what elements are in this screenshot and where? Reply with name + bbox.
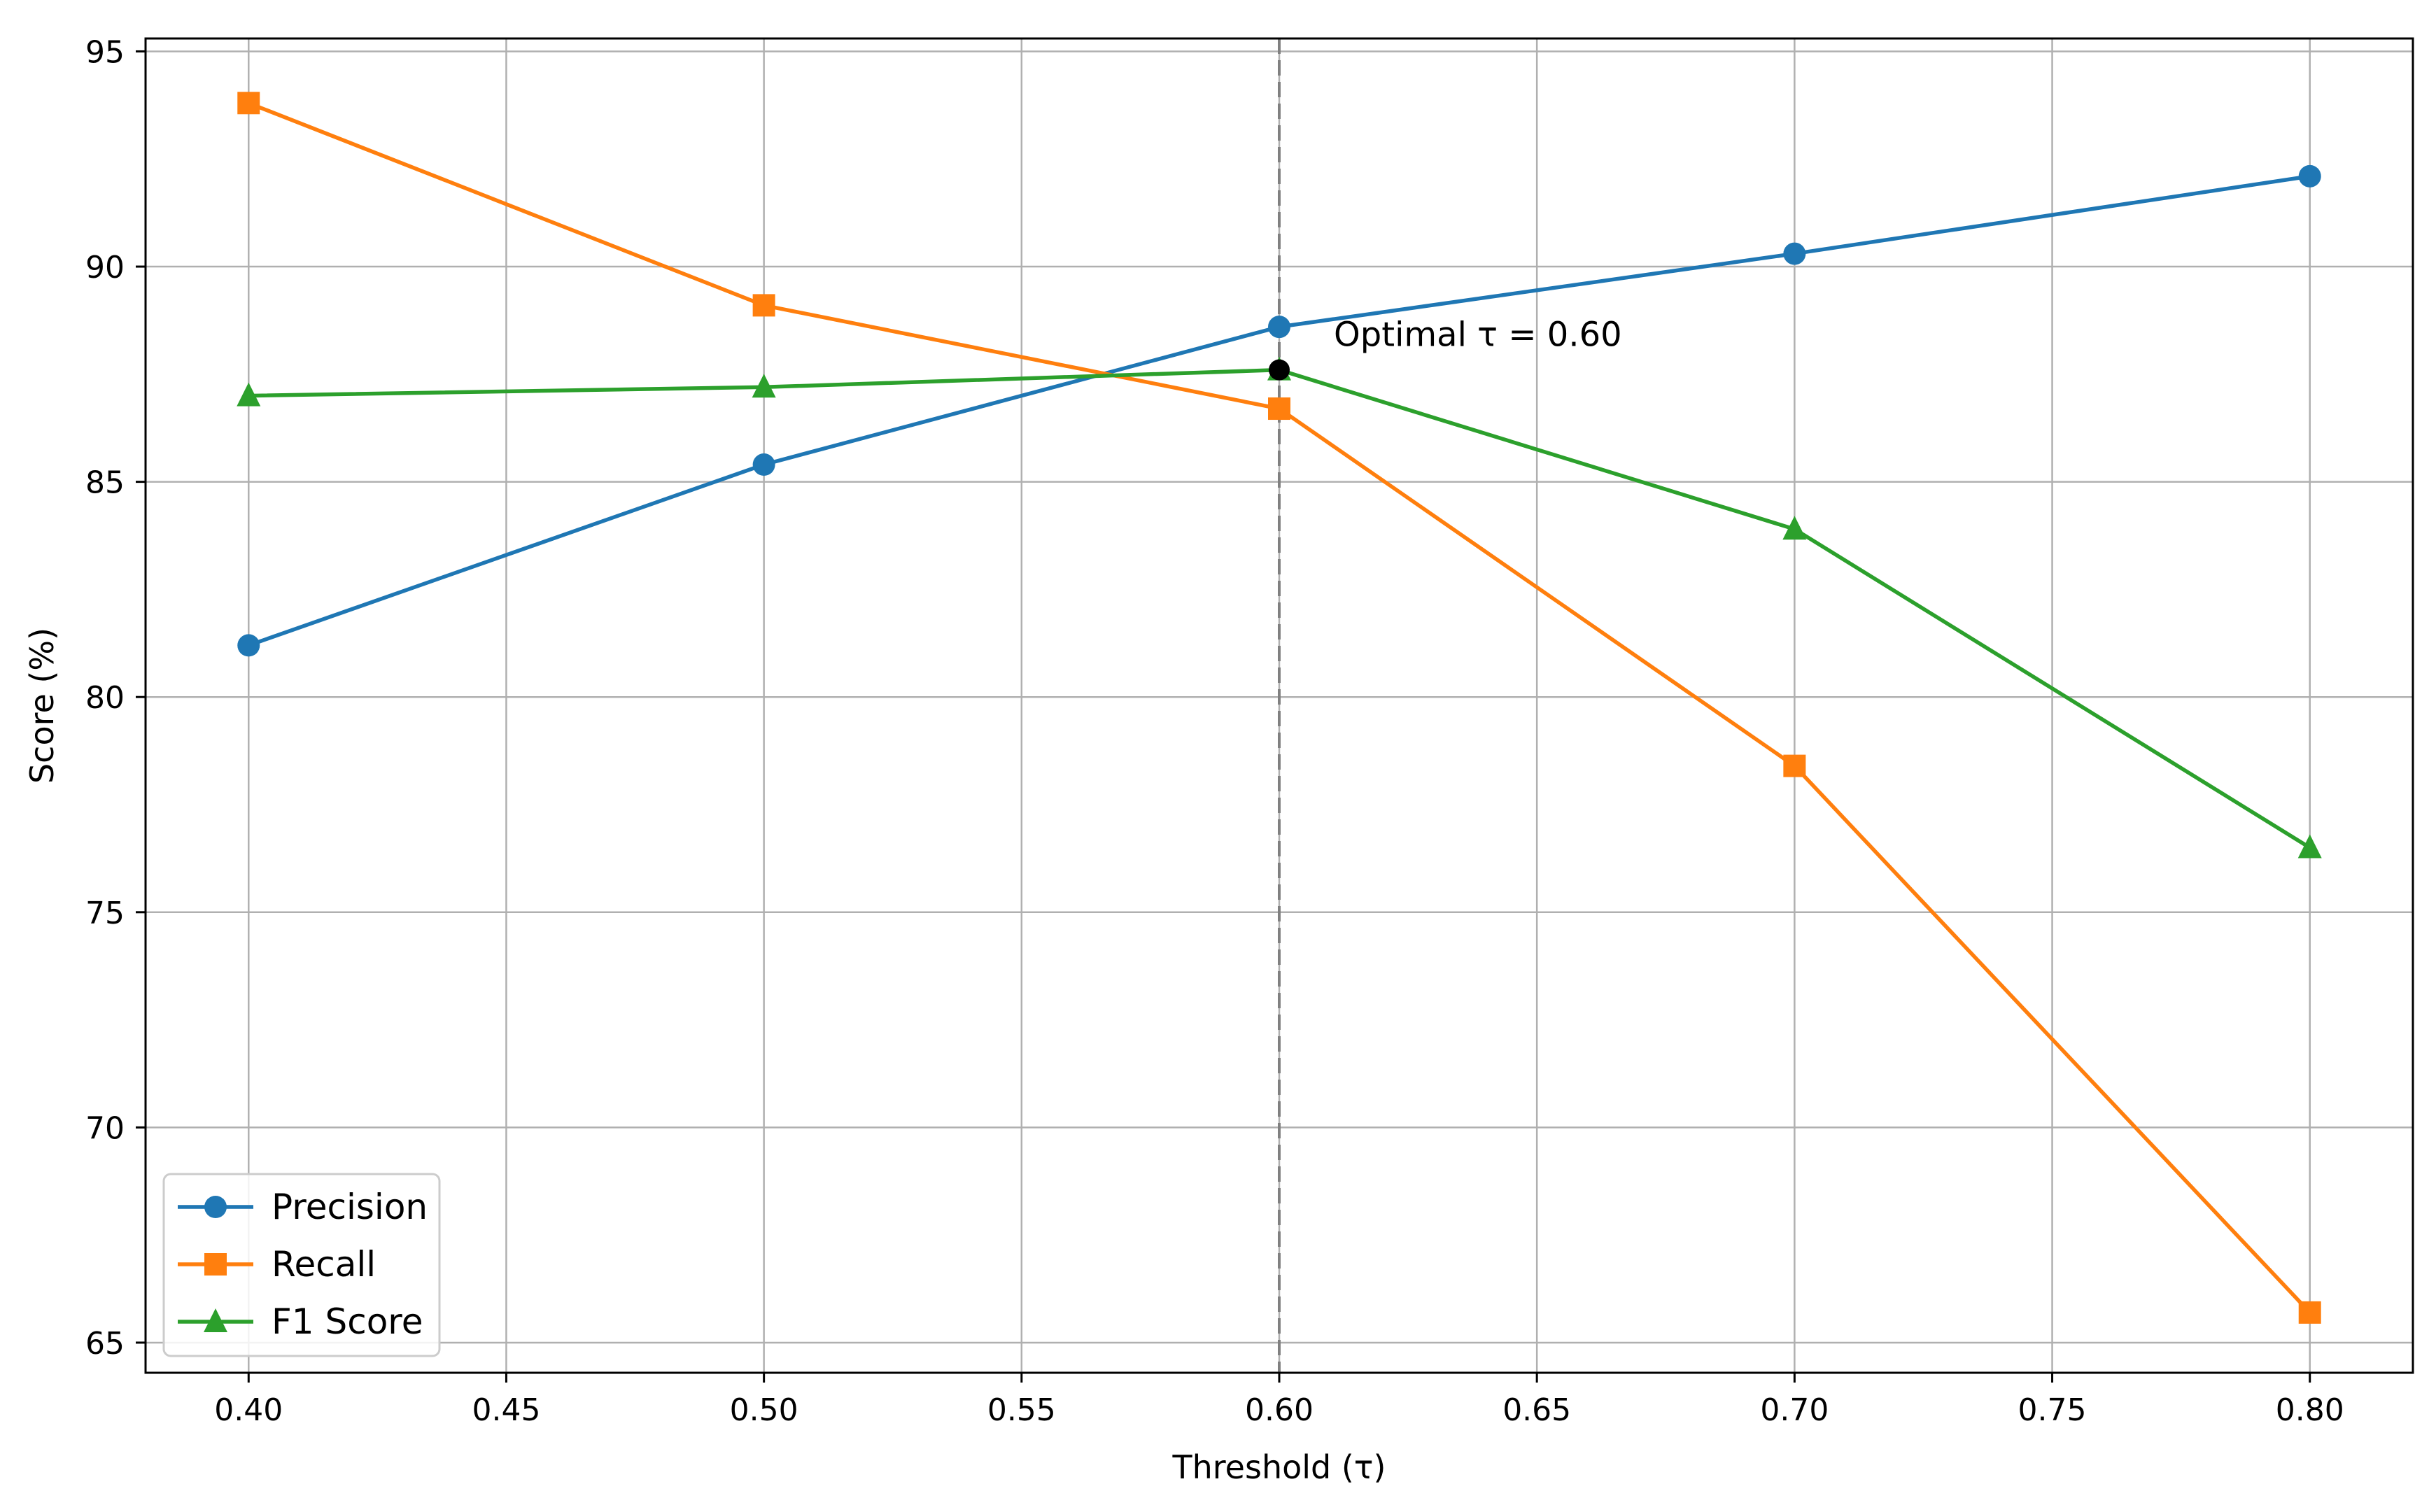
legend-label: Recall	[272, 1244, 376, 1285]
legend-swatch-marker	[204, 1196, 227, 1218]
legend-swatch-marker	[204, 1308, 227, 1332]
x-tick-label: 0.45	[472, 1392, 540, 1428]
x-tick-label: 0.50	[730, 1392, 798, 1428]
legend-box	[162, 1173, 441, 1357]
legend-swatch-marker	[204, 1253, 227, 1276]
data-point	[2297, 834, 2322, 859]
x-tick-label: 0.60	[1245, 1392, 1314, 1428]
data-point	[752, 453, 775, 476]
x-tick-label: 0.80	[2276, 1392, 2344, 1428]
series-precision	[237, 164, 2321, 657]
x-tick-label: 0.65	[1502, 1392, 1571, 1428]
data-point	[1783, 754, 1806, 777]
y-tick-label: 75	[85, 896, 125, 931]
series-recall	[237, 92, 2321, 1324]
x-tick-label: 0.55	[987, 1392, 1056, 1428]
x-tick-label: 0.70	[1760, 1392, 1829, 1428]
data-point	[237, 634, 260, 657]
legend-item: Recall	[178, 1244, 376, 1285]
data-point	[2298, 164, 2321, 188]
legend-label: F1 Score	[272, 1301, 423, 1342]
legend-item: Precision	[178, 1187, 428, 1227]
legend: Precision Recall F1 Score	[162, 1173, 441, 1357]
y-tick-label: 65	[85, 1326, 125, 1362]
y-axis-ticks: 65 70 75 80 85 90 95	[85, 34, 146, 1362]
optimal-point	[1269, 359, 1290, 381]
legend-item: F1 Score	[178, 1301, 423, 1342]
optimal-marker-layer	[1269, 359, 1290, 381]
data-point	[237, 92, 260, 115]
x-axis-label: Threshold (τ)	[1172, 1448, 1386, 1486]
x-tick-label: 0.75	[2018, 1392, 2087, 1428]
y-tick-label: 85	[85, 465, 125, 501]
optimal-annotation: Optimal τ = 0.60	[1334, 316, 1622, 355]
data-point	[752, 374, 776, 398]
y-tick-label: 70	[85, 1110, 125, 1146]
data-point	[1783, 242, 1806, 265]
data-point	[2298, 1301, 2321, 1324]
legend-label: Precision	[272, 1187, 428, 1227]
y-tick-label: 80	[85, 680, 125, 716]
data-point	[1268, 316, 1290, 339]
data-point	[237, 382, 261, 407]
y-tick-label: 90	[85, 250, 125, 285]
data-point	[1268, 397, 1290, 421]
y-tick-label: 95	[85, 34, 125, 70]
data-point	[752, 294, 775, 317]
x-tick-label: 0.40	[214, 1392, 283, 1428]
y-axis-label: Score (%)	[23, 628, 61, 784]
data-point	[1782, 516, 1807, 540]
x-axis-ticks: 0.40 0.45 0.50 0.55 0.60 0.65 0.70 0.75 0.80	[214, 1373, 2344, 1428]
